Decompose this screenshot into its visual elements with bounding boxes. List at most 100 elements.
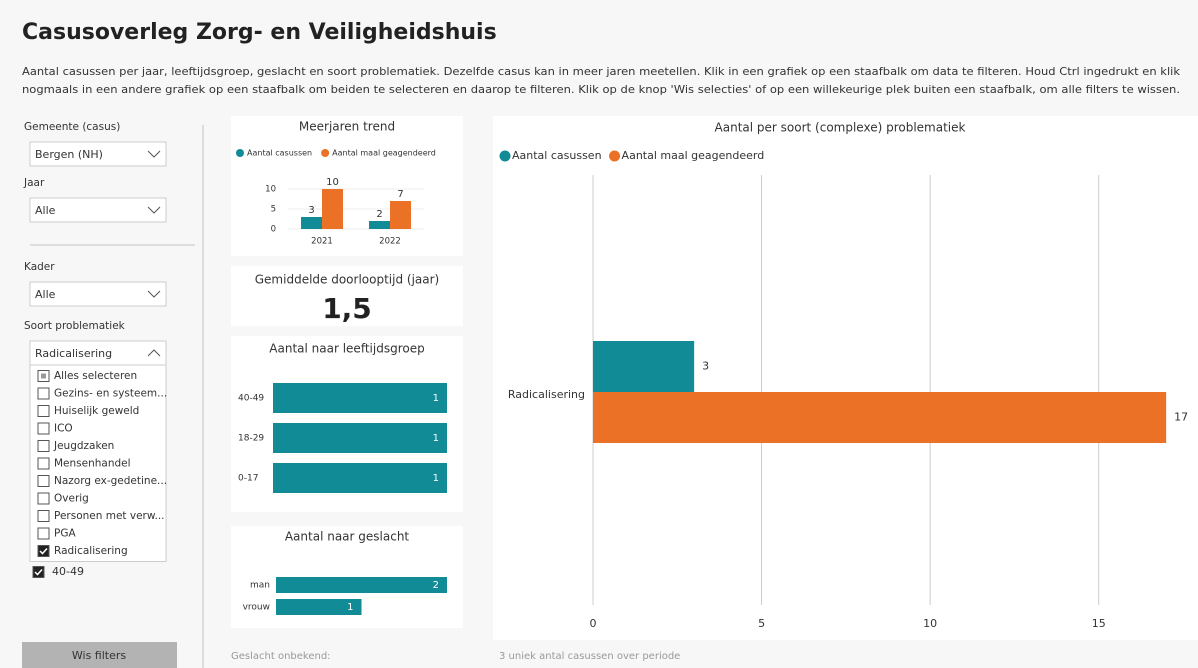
x-tick-label: 2022 [379, 237, 401, 247]
kpi-title: Gemiddelde doorlooptijd (jaar) [255, 273, 439, 287]
category-label: 0-17 [238, 474, 258, 484]
bar [369, 221, 390, 229]
page-title: Casusoverleg Zorg- en Veiligheidshuis [22, 20, 497, 45]
checkbox[interactable] [37, 492, 50, 505]
button-label[interactable]: Wis filters [72, 649, 127, 662]
chart-title: Aantal per soort (complexe) problematiek [715, 121, 966, 135]
category-label: man [250, 581, 270, 591]
data-label: 1 [433, 433, 439, 444]
x-tick-label: 5 [758, 617, 765, 630]
footer-note: 3 uniek antal casussen over periode [499, 651, 680, 662]
x-tick-label: 0 [590, 617, 597, 630]
checkbox[interactable] [37, 387, 50, 400]
footer-note: Geslacht onbekend: [231, 651, 331, 662]
dropdown[interactable] [29, 281, 167, 307]
data-label: 3 [702, 360, 709, 373]
dropdown[interactable] [29, 197, 167, 223]
option-label: PGA [54, 528, 76, 540]
dropdown-list [29, 364, 167, 562]
data-label: 1 [433, 473, 439, 484]
checkbox[interactable] [37, 405, 50, 417]
filter-label: Soort problematiek [24, 320, 126, 332]
checkbox[interactable] [37, 510, 50, 522]
y-tick-label: 5 [271, 205, 276, 215]
checkbox[interactable] [32, 566, 45, 578]
option-label: Alles selecteren [54, 370, 137, 382]
data-label: 2 [433, 580, 439, 591]
chevron [147, 150, 161, 158]
option-label: Huiselijk geweld [54, 405, 139, 417]
dropdown[interactable] [29, 141, 167, 167]
chevron [147, 290, 161, 298]
data-label: 2 [376, 209, 382, 220]
description: nogmaals in een andere grafiek op een st… [22, 83, 1180, 96]
age-selection: 40-49 [52, 565, 84, 578]
data-label: 1 [347, 602, 353, 613]
x-tick-label: 2021 [311, 237, 333, 247]
category-label: 40-49 [238, 394, 264, 404]
dropdown-value: Bergen (NH) [35, 148, 103, 161]
checkbox[interactable] [37, 475, 50, 487]
checkbox[interactable] [37, 422, 50, 435]
category-label: 18-29 [238, 434, 264, 444]
legend-marker [499, 150, 511, 162]
dropdown-value: Alle [35, 204, 56, 217]
kpi-value: 1,5 [322, 292, 372, 325]
card [231, 266, 463, 326]
data-label: 3 [308, 205, 314, 216]
bar [273, 463, 447, 493]
legend-marker [236, 149, 244, 157]
option-label: Jeugdzaken [53, 440, 114, 452]
legend-marker [321, 149, 330, 157]
bar [276, 577, 447, 593]
clear-button[interactable] [22, 642, 177, 668]
filter-label: Kader [24, 261, 55, 273]
chart-title: Aantal naar leeftijdsgroep [269, 342, 424, 356]
checkbox[interactable] [37, 545, 50, 557]
checkmark [34, 568, 43, 576]
bar [276, 599, 362, 615]
bar [273, 383, 447, 413]
bar [273, 423, 447, 453]
chart-title: Aantal naar geslacht [285, 530, 410, 544]
category-label: Radicalisering [508, 388, 585, 401]
chevron [147, 206, 161, 214]
data-label: 10 [326, 177, 339, 188]
card [231, 116, 463, 256]
legend-label: Aantal casussen [247, 149, 312, 158]
chevron [147, 349, 161, 357]
option-label: Mensenhandel [54, 458, 131, 470]
data-label: 17 [1174, 411, 1188, 424]
option-label: Gezins- en systeem... [54, 388, 167, 400]
category-label: vrouw [243, 603, 270, 613]
description: Aantal casussen per jaar, leeftijdsgroep… [22, 65, 1181, 78]
option-label: ICO [54, 423, 73, 435]
bar [593, 341, 695, 392]
checkmark [39, 547, 48, 555]
data-label: 7 [397, 189, 403, 200]
checkbox[interactable] [37, 527, 50, 540]
checkbox[interactable] [37, 457, 50, 470]
y-tick-label: 0 [271, 225, 276, 235]
option-label: Nazorg ex-gedetine... [54, 475, 167, 487]
bar [390, 201, 411, 229]
dropdown[interactable] [29, 340, 167, 366]
partial-mark [41, 373, 46, 379]
checkbox[interactable] [37, 440, 50, 452]
x-tick-label: 10 [923, 617, 937, 630]
option-label: Overig [54, 493, 89, 505]
filter-label: Jaar [23, 177, 45, 189]
chart-title: Meerjaren trend [299, 120, 395, 134]
data-label: 1 [433, 393, 439, 404]
option-label: Radicalisering [54, 545, 128, 557]
y-tick-label: 10 [265, 185, 276, 195]
legend-marker [609, 150, 621, 162]
bar [301, 217, 322, 229]
bar [322, 189, 343, 229]
legend-label: Aantal maal geagendeerd [622, 149, 765, 162]
legend-label: Aantal casussen [512, 149, 602, 162]
x-tick-label: 15 [1092, 617, 1106, 630]
filter-label: Gemeente (casus) [24, 121, 120, 133]
